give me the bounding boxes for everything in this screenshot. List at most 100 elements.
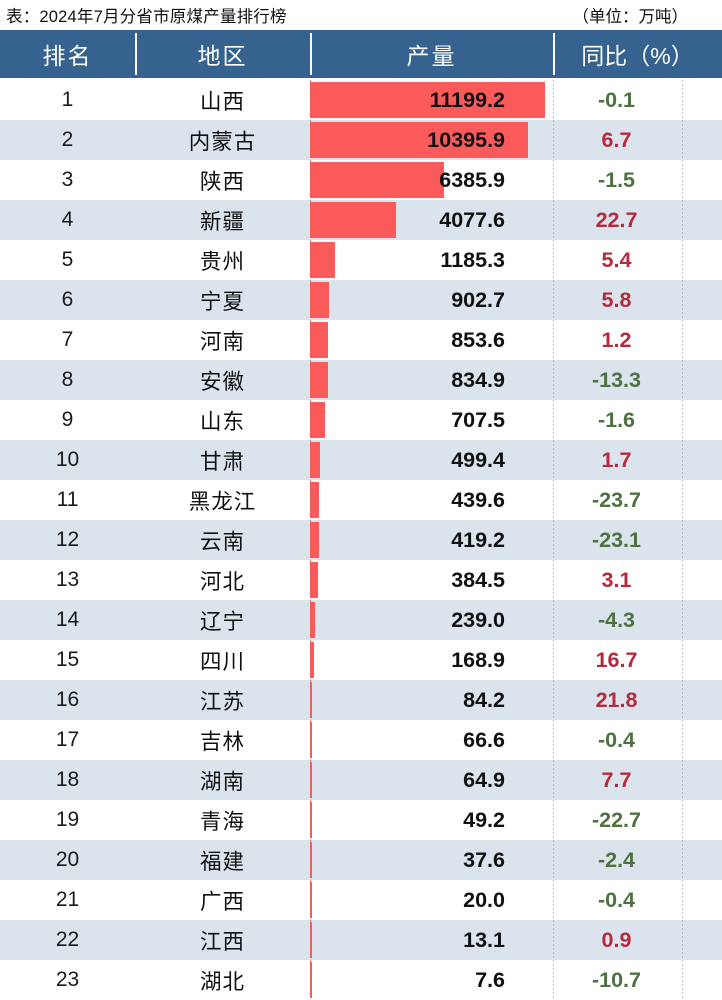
table-row[interactable]: 7 河南 853.6 1.2 [0,320,722,360]
cell-output: 49.2 [463,807,505,832]
table-row[interactable]: 15 四川 168.9 16.7 [0,640,722,680]
cell-region: 陕西 [199,169,245,194]
table-row[interactable]: 16 江苏 84.2 21.8 [0,680,722,720]
cell-region: 山西 [199,89,245,114]
table-row[interactable]: 8 安徽 834.9 -13.3 [0,360,722,400]
cell-region: 湖南 [199,769,245,794]
cell-rank: 14 [55,608,80,631]
cell-rank: 7 [61,328,74,351]
cell-output: 4077.6 [439,207,505,232]
table-row[interactable]: 2 内蒙古 10395.9 6.7 [0,120,722,160]
cell-yoy: -23.7 [591,487,641,512]
page-title: 表：2024年7月分省市原煤产量排行榜 [6,8,287,26]
cell-region: 福建 [199,849,245,874]
cell-region: 安徽 [199,369,245,394]
cell-output: 834.9 [451,367,505,392]
cell-rank: 15 [55,648,80,671]
cell-region: 宁夏 [199,289,245,314]
cell-yoy: -1.6 [597,407,636,432]
cell-rank: 4 [61,208,74,231]
output-bar [310,122,529,158]
cell-yoy: 5.8 [601,287,632,312]
cell-yoy: -22.7 [591,807,641,832]
cell-rank: 18 [55,768,80,791]
cell-output: 902.7 [451,287,505,312]
column-header-rank[interactable]: 排名 [42,43,93,69]
cell-yoy: -0.1 [597,87,636,112]
table-row[interactable]: 21 广西 20.0 -0.4 [0,880,722,920]
cell-yoy: -10.7 [591,967,641,992]
table-row[interactable]: 23 湖北 7.6 -10.7 [0,960,722,1000]
cell-output: 1185.3 [440,247,505,272]
cell-output: 853.6 [451,327,505,352]
output-bar [310,162,444,198]
output-bar [310,642,314,678]
cell-rank: 13 [55,568,80,591]
table-row[interactable]: 17 吉林 66.6 -0.4 [0,720,722,760]
cell-yoy: 5.4 [601,247,632,272]
cell-yoy: 0.9 [601,927,632,952]
cell-yoy: -2.4 [597,847,636,872]
table-row[interactable]: 20 福建 37.6 -2.4 [0,840,722,880]
cell-rank: 3 [61,168,74,191]
cell-yoy: -0.4 [597,727,636,752]
output-bar [310,82,545,118]
cell-yoy: 3.1 [601,567,632,592]
table-row[interactable]: 1 山西 11199.2 -0.1 [0,80,722,120]
table-row[interactable]: 11 黑龙江 439.6 -23.7 [0,480,722,520]
output-bar [310,242,335,278]
cell-output: 384.5 [451,567,505,592]
output-bar [310,442,321,478]
table-row[interactable]: 3 陕西 6385.9 -1.5 [0,160,722,200]
cell-region: 广西 [199,889,245,914]
table-row[interactable]: 18 湖南 64.9 7.7 [0,760,722,800]
table-row[interactable]: 5 贵州 1185.3 5.4 [0,240,722,280]
ranking-table: 排名 地区 产量 同比（%） 1 山西 11199.2 -0.1 2 内蒙古 10395.9… [0,30,722,1000]
cell-output: 6385.9 [439,167,505,192]
cell-yoy: 22.7 [595,207,638,232]
table-row[interactable]: 13 河北 384.5 3.1 [0,560,722,600]
cell-output: 499.4 [451,447,505,472]
cell-output: 419.2 [451,527,505,552]
table-caption-bar: 表：2024年7月分省市原煤产量排行榜 （单位：万吨） [0,0,722,30]
output-bar [310,402,325,438]
cell-output: 37.6 [463,847,505,872]
cell-rank: 21 [55,888,80,911]
column-header-region[interactable]: 地区 [135,30,310,78]
cell-rank: 22 [55,928,80,951]
cell-rank: 11 [56,488,79,511]
cell-region: 内蒙古 [188,129,257,154]
cell-rank: 8 [61,368,74,391]
table-row[interactable]: 9 山东 707.5 -1.6 [0,400,722,440]
table-row[interactable]: 22 江西 13.1 0.9 [0,920,722,960]
table-row[interactable]: 10 甘肃 499.4 1.7 [0,440,722,480]
cell-yoy: -1.5 [597,167,636,192]
table-row[interactable]: 12 云南 419.2 -23.1 [0,520,722,560]
cell-region: 河北 [199,569,245,594]
cell-output: 64.9 [463,767,505,792]
table-row[interactable]: 4 新疆 4077.6 22.7 [0,200,722,240]
cell-region: 云南 [199,529,245,554]
cell-region: 贵州 [199,249,245,274]
cell-yoy: 1.7 [601,447,632,472]
cell-rank: 10 [55,448,80,471]
cell-rank: 6 [61,288,74,311]
table-row[interactable]: 14 辽宁 239.0 -4.3 [0,600,722,640]
cell-output: 707.5 [451,407,505,432]
output-bar [310,322,328,358]
cell-region: 黑龙江 [188,489,257,514]
cell-rank: 19 [55,808,80,831]
output-bar [310,202,396,238]
column-header-output[interactable]: 产量 [310,30,553,78]
table-row[interactable]: 6 宁夏 902.7 5.8 [0,280,722,320]
table-row[interactable]: 19 青海 49.2 -22.7 [0,800,722,840]
cell-region: 四川 [199,649,245,674]
cell-output: 66.6 [463,727,505,752]
output-bar [310,482,320,518]
cell-region: 辽宁 [199,609,245,634]
cell-rank: 17 [55,728,80,751]
cell-output: 439.6 [451,487,505,512]
column-header-yoy[interactable]: 同比（%） [553,30,722,78]
cell-output: 7.6 [475,967,505,992]
cell-yoy: -23.1 [591,527,641,552]
